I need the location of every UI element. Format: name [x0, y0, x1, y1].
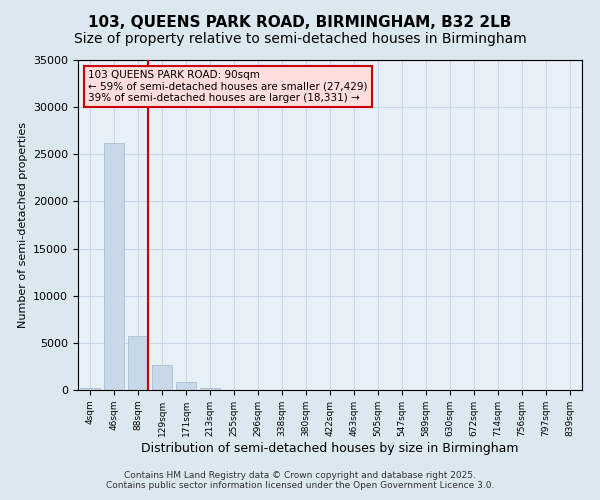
Bar	[80, 388, 100, 390]
Text: Size of property relative to semi-detached houses in Birmingham: Size of property relative to semi-detach…	[74, 32, 526, 46]
Y-axis label: Number of semi-detached properties: Number of semi-detached properties	[17, 122, 28, 328]
Bar	[176, 382, 196, 390]
X-axis label: Distribution of semi-detached houses by size in Birmingham: Distribution of semi-detached houses by …	[141, 442, 519, 454]
Bar	[200, 388, 220, 390]
Text: 103, QUEENS PARK ROAD, BIRMINGHAM, B32 2LB: 103, QUEENS PARK ROAD, BIRMINGHAM, B32 2…	[88, 15, 512, 30]
Bar	[152, 364, 172, 390]
Bar	[128, 336, 148, 390]
Text: Contains HM Land Registry data © Crown copyright and database right 2025.
Contai: Contains HM Land Registry data © Crown c…	[106, 470, 494, 490]
Bar	[104, 143, 124, 390]
Text: 103 QUEENS PARK ROAD: 90sqm
← 59% of semi-detached houses are smaller (27,429)
3: 103 QUEENS PARK ROAD: 90sqm ← 59% of sem…	[88, 70, 368, 103]
